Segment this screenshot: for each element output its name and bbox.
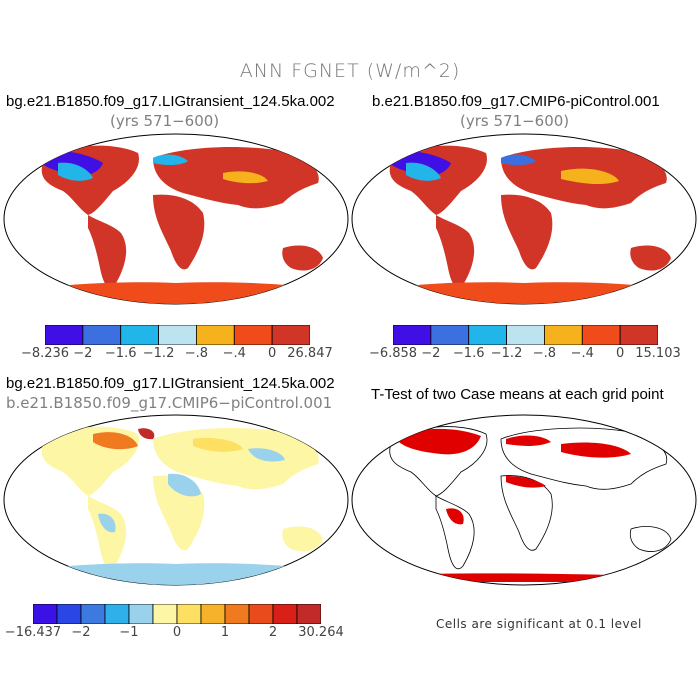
panel-4-map xyxy=(351,414,697,586)
panel-2-map xyxy=(351,133,697,305)
colorbar-swatch xyxy=(158,325,197,345)
colorbar-swatch xyxy=(430,325,470,345)
colorbar-tick-label: −1.2 xyxy=(490,346,523,361)
colorbar-tick-label: −1.6 xyxy=(104,346,137,361)
colorbar-tick-label: 0 xyxy=(616,346,625,361)
colorbar-swatch xyxy=(233,325,273,345)
colorbar-swatch xyxy=(176,604,202,624)
colorbar-tick-label: −16.437 xyxy=(4,625,62,640)
colorbar-swatch xyxy=(33,604,58,624)
colorbar-tick-label: −.8 xyxy=(184,346,209,361)
colorbar-swatch xyxy=(104,604,130,624)
colorbar-tick-label: −2 xyxy=(73,346,93,361)
colorbar-swatch xyxy=(224,604,250,624)
colorbar-tick-label: 26.847 xyxy=(287,346,333,361)
colorbar-swatch xyxy=(128,604,154,624)
land-masses xyxy=(4,426,348,585)
colorbar-tick-label: 15.103 xyxy=(635,346,681,361)
figure-title: ANN FGNET (W/m^2) xyxy=(239,60,461,82)
panel-3-subtitle: b.e21.B1850.f09_g17.CMIP6−piControl.001 xyxy=(6,394,333,412)
colorbar-swatch xyxy=(80,604,106,624)
colorbar-swatch xyxy=(619,325,658,345)
panel-1-colorbar xyxy=(45,325,310,345)
colorbar-swatch xyxy=(152,604,178,624)
panel-2-subtitle: (yrs 571−600) xyxy=(460,112,570,130)
colorbar-swatch xyxy=(248,604,274,624)
colorbar-tick-label: 30.264 xyxy=(298,625,344,640)
panel-2-title: b.e21.B1850.f09_g17.CMIP6-piControl.001 xyxy=(372,93,660,110)
colorbar-swatch xyxy=(506,325,545,345)
colorbar-swatch xyxy=(196,325,235,345)
colorbar-tick-label: −2 xyxy=(421,346,441,361)
colorbar-swatch xyxy=(200,604,226,624)
colorbar-swatch xyxy=(56,604,82,624)
colorbar-swatch xyxy=(468,325,507,345)
colorbar-swatch xyxy=(296,604,321,624)
colorbar-tick-label: −8.236 xyxy=(20,346,70,361)
panel-3-title: bg.e21.B1850.f09_g17.LIGtransient_124.5k… xyxy=(6,375,335,392)
panel-4-title: T-Test of two Case means at each grid po… xyxy=(371,386,664,403)
colorbar-tick-label: 1 xyxy=(220,625,230,640)
panel-2-colorbar xyxy=(393,325,658,345)
colorbar-tick-label: −1.2 xyxy=(142,346,175,361)
colorbar-tick-label: −1 xyxy=(119,625,139,640)
colorbar-tick-label: 0 xyxy=(268,346,277,361)
colorbar-tick-label: −6.858 xyxy=(368,346,418,361)
panel-3-colorbar xyxy=(33,604,321,624)
colorbar-swatch xyxy=(393,325,432,345)
panel-1-subtitle: (yrs 571−600) xyxy=(110,112,220,130)
panel-1-title: bg.e21.B1850.f09_g17.LIGtransient_124.5k… xyxy=(6,93,335,110)
colorbar-swatch xyxy=(82,325,122,345)
panel-1-map xyxy=(3,133,349,305)
colorbar-tick-label: −.4 xyxy=(222,346,246,361)
colorbar-tick-label: −2 xyxy=(71,625,91,640)
colorbar-tick-label: 0 xyxy=(172,625,182,640)
colorbar-swatch xyxy=(544,325,583,345)
colorbar-swatch xyxy=(271,325,310,345)
colorbar-tick-label: −.8 xyxy=(532,346,557,361)
colorbar-swatch xyxy=(581,325,621,345)
map-globe-outline xyxy=(351,414,697,586)
panel-4-footnote: Cells are significant at 0.1 level xyxy=(436,617,642,631)
panel-3-map xyxy=(3,414,349,586)
colorbar-tick-label: −1.6 xyxy=(452,346,485,361)
colorbar-tick-label: −.4 xyxy=(570,346,594,361)
colorbar-swatch xyxy=(272,604,298,624)
colorbar-tick-label: 2 xyxy=(268,625,278,640)
colorbar-swatch xyxy=(45,325,84,345)
colorbar-swatch xyxy=(120,325,159,345)
